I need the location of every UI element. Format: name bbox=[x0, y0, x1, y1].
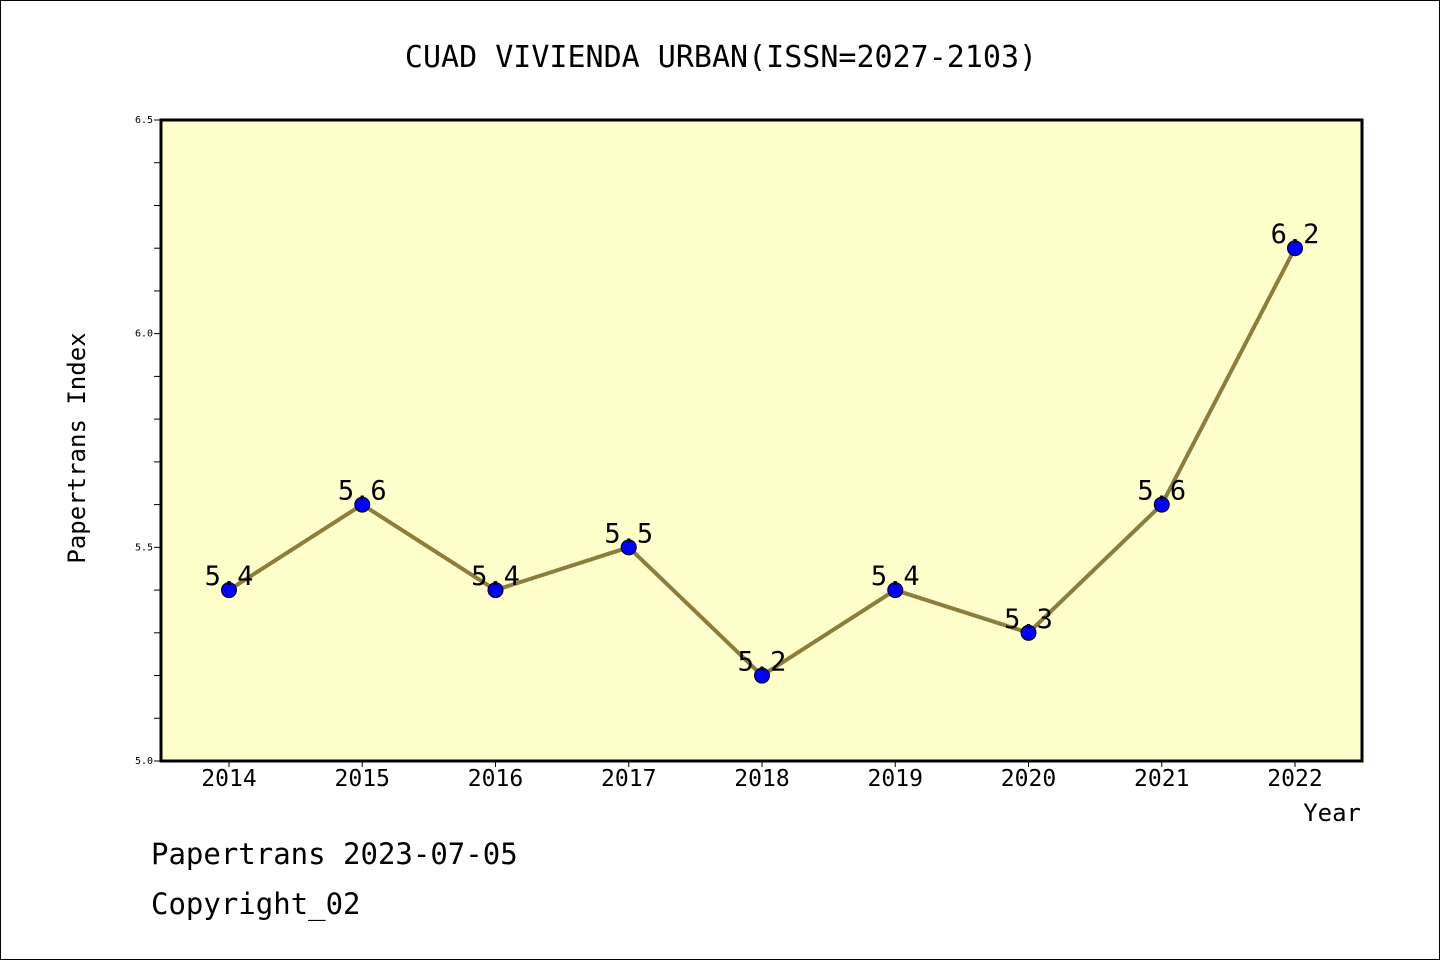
data-point bbox=[1153, 496, 1170, 513]
y-tick-label: 5.0 bbox=[135, 756, 153, 767]
x-tick-label: 2015 bbox=[335, 766, 390, 792]
x-tick-label: 2022 bbox=[1267, 766, 1322, 792]
data-point bbox=[1020, 624, 1037, 641]
footer-copyright: Copyright_02 bbox=[151, 887, 361, 921]
y-tick-label: 6.0 bbox=[135, 329, 153, 340]
y-axis-label: Papertrans Index bbox=[63, 332, 91, 563]
x-tick-label: 2019 bbox=[868, 766, 923, 792]
x-tick-label: 2016 bbox=[468, 766, 523, 792]
footer-date: Papertrans 2023-07-05 bbox=[151, 837, 518, 871]
data-label: 5.6 bbox=[1137, 476, 1186, 507]
data-label: 5.4 bbox=[205, 561, 254, 592]
x-tick-label: 2018 bbox=[734, 766, 789, 792]
data-point bbox=[487, 582, 504, 599]
data-label: 5.2 bbox=[738, 647, 787, 678]
y-tick-label: 5.5 bbox=[135, 542, 153, 553]
x-tick-label: 2014 bbox=[201, 766, 256, 792]
y-tick-label: 6.5 bbox=[135, 115, 153, 126]
chart-title: CUAD VIVIENDA URBAN(ISSN=2027-2103) bbox=[405, 40, 1037, 75]
data-point bbox=[754, 667, 770, 684]
data-label: 5.5 bbox=[604, 518, 653, 549]
x-tick-label: 2021 bbox=[1134, 766, 1189, 792]
data-point bbox=[354, 496, 371, 513]
x-tick-label: 2020 bbox=[1001, 766, 1056, 792]
data-label: 5.3 bbox=[1004, 604, 1053, 635]
data-label: 5.6 bbox=[338, 476, 387, 507]
data-label: 5.4 bbox=[471, 561, 520, 592]
series-layer: 5.4 5.6 5.4 5.5 5.2 5.4 5.3 5.6 6.2 bbox=[205, 219, 1320, 684]
data-label: 5.4 bbox=[871, 561, 920, 592]
y-axis: 5.0 5.5 6.0 6.5 bbox=[135, 115, 161, 767]
data-label: 6.2 bbox=[1271, 219, 1320, 250]
x-tick-label: 2017 bbox=[601, 766, 656, 792]
data-point bbox=[887, 582, 904, 599]
data-point bbox=[221, 582, 237, 599]
x-axis-label: Year bbox=[1303, 799, 1361, 827]
data-point bbox=[1287, 240, 1303, 257]
x-axis: 2014 2015 2016 2017 2018 2019 2020 2021 2022 bbox=[201, 761, 1323, 792]
plot-area bbox=[159, 118, 1364, 763]
data-point bbox=[620, 539, 637, 556]
